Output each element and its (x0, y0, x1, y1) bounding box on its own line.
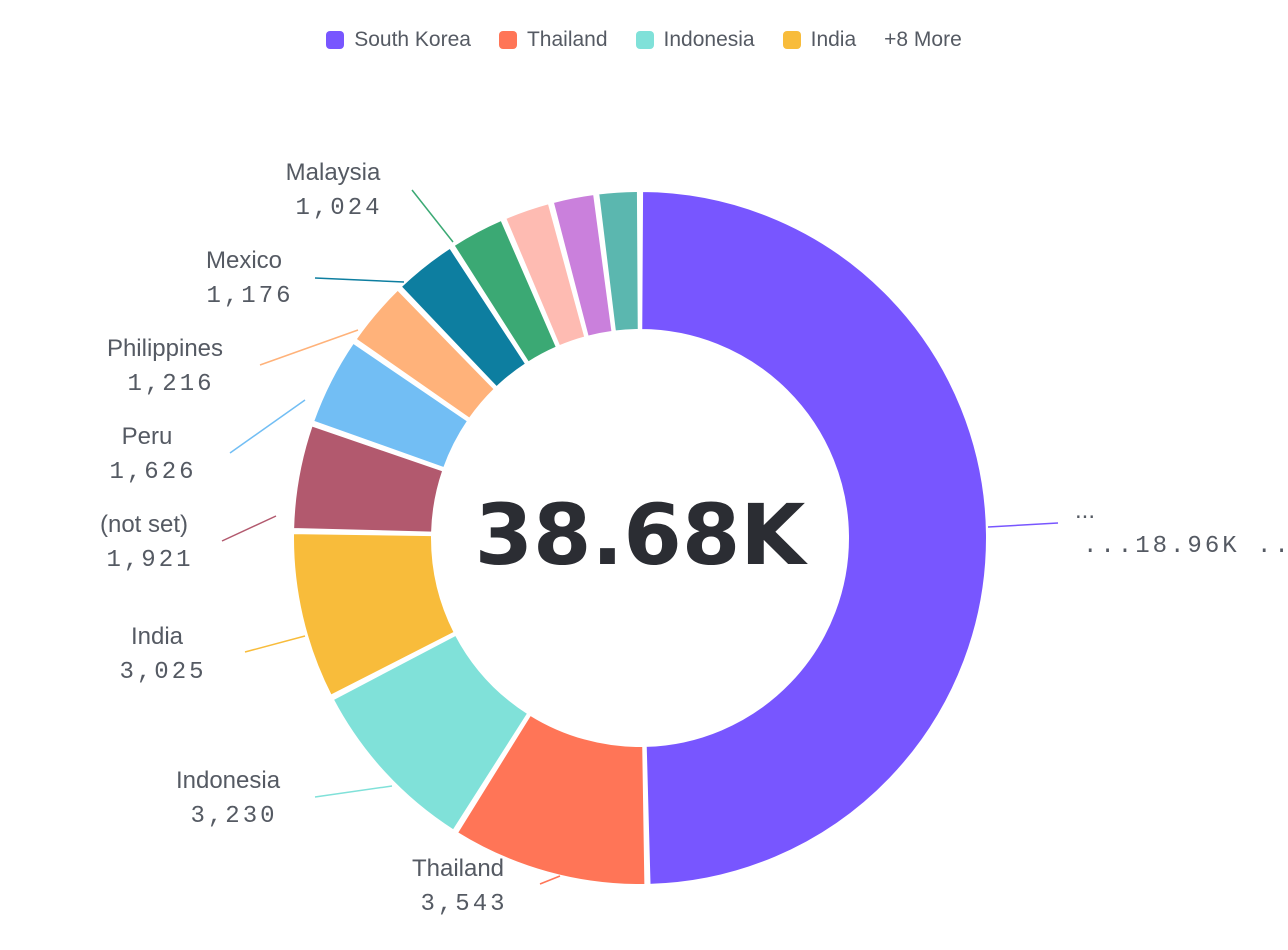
slice-other-3[interactable] (597, 190, 640, 333)
legend-swatch (326, 31, 345, 49)
leader-line (259, 329, 359, 366)
leader-line (314, 785, 393, 798)
slice-value-label: 1,024 (295, 195, 382, 222)
slice-name-label: (not set) (100, 511, 188, 538)
slice-value-label: 1,176 (206, 283, 293, 310)
legend-label: Thailand (526, 28, 608, 51)
leader-line (539, 875, 561, 885)
slice-name-label: Malaysia (286, 159, 381, 186)
slice-name-label: Mexico (206, 247, 282, 274)
chart-legend: South Korea Thailand Indonesia India +8 More (0, 28, 1288, 52)
slice-peru[interactable] (312, 341, 470, 470)
legend-swatch (498, 31, 517, 49)
slice-value-label: 1,216 (127, 371, 214, 398)
slice-malaysia[interactable] (452, 218, 558, 364)
donut-slices (292, 190, 988, 886)
legend-item-india[interactable]: India (782, 28, 857, 52)
slice-indonesia[interactable] (331, 633, 530, 832)
leader-line (221, 515, 277, 542)
legend-item-south-korea[interactable]: South Korea (326, 28, 471, 52)
slice-value-label: ...18.96K ... (1083, 533, 1288, 560)
slice-not-set[interactable] (292, 424, 445, 534)
slice-value-label: 1,626 (109, 459, 196, 486)
legend-item-thailand[interactable]: Thailand (498, 28, 608, 52)
leader-line (314, 277, 405, 283)
center-total: 38.68K (475, 486, 809, 584)
legend-label: Indonesia (663, 28, 755, 51)
slice-name-label: ... (1075, 497, 1095, 524)
legend-swatch (635, 31, 654, 49)
legend-more-button[interactable]: +8 More (884, 28, 962, 51)
leader-line (987, 522, 1059, 528)
legend-swatch (782, 31, 801, 49)
leader-line (229, 399, 306, 454)
slice-value-label: 3,025 (119, 659, 206, 686)
legend-label: South Korea (354, 28, 471, 51)
leader-line (411, 189, 454, 243)
slice-other-1[interactable] (504, 202, 587, 348)
slice-name-label: Indonesia (176, 767, 281, 794)
slice-thailand[interactable] (455, 713, 647, 886)
legend-label: India (810, 28, 857, 51)
slice-labels: ... ...18.96K ... Thailand 3,543 Indonesia 3,… (100, 159, 1288, 918)
slice-name-label: India (131, 623, 184, 650)
leader-lines (221, 189, 1059, 885)
slice-value-label: 1,921 (106, 547, 193, 574)
slice-name-label: Philippines (107, 335, 223, 362)
slice-mexico[interactable] (399, 246, 528, 389)
legend-item-indonesia[interactable]: Indonesia (635, 28, 755, 52)
slice-india[interactable] (292, 532, 456, 697)
slice-south-korea[interactable] (640, 190, 988, 886)
slice-value-label: 3,543 (420, 891, 507, 918)
slice-other-2[interactable] (551, 193, 614, 338)
slice-value-label: 3,230 (190, 803, 277, 830)
slice-name-label: Peru (122, 423, 173, 450)
slice-philippines[interactable] (354, 288, 496, 420)
leader-line (244, 635, 306, 653)
slice-name-label: Thailand (412, 855, 504, 882)
